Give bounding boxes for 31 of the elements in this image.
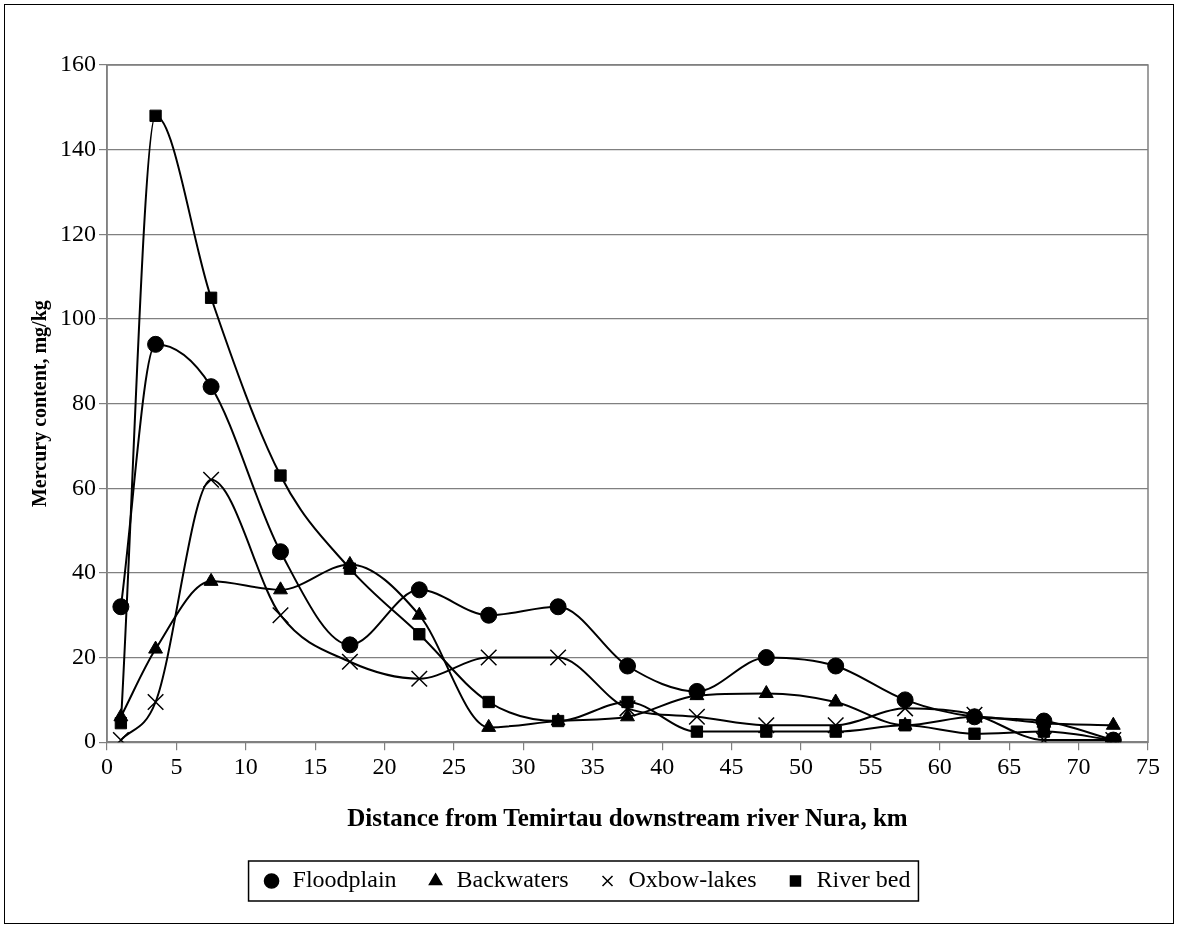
y-tick-label: 40 — [72, 558, 96, 585]
x-tick-label: 55 — [858, 752, 883, 779]
y-tick-label: 20 — [72, 642, 96, 669]
x-tick-label: 20 — [372, 752, 397, 779]
x-tick-label: 50 — [789, 752, 813, 779]
y-tick-label: 120 — [60, 219, 96, 246]
x-tick-label: 30 — [511, 752, 536, 779]
x-tick-label: 70 — [1066, 752, 1091, 779]
legend-label: River bed — [816, 866, 911, 893]
x-tick-label: 45 — [719, 752, 744, 779]
x-tick-label: 5 — [170, 752, 183, 779]
y-tick-label: 160 — [60, 50, 96, 77]
x-tick-label: 75 — [1136, 752, 1160, 779]
legend-label: Floodplain — [292, 866, 397, 893]
x-tick-label: 10 — [233, 752, 258, 779]
y-tick-label: 100 — [60, 304, 96, 331]
x-tick-label: 15 — [303, 752, 328, 779]
legend-label: Oxbow-lakes — [628, 866, 757, 893]
x-tick-label: 60 — [927, 752, 952, 779]
y-tick-label: 80 — [72, 388, 96, 415]
x-tick-label: 40 — [650, 752, 675, 779]
x-tick-label: 0 — [101, 752, 113, 779]
x-tick-label: 35 — [580, 752, 605, 779]
legend-label: Backwaters — [456, 866, 569, 893]
x-tick-label: 65 — [997, 752, 1022, 779]
y-axis-title: Mercury content, mg/kg — [28, 300, 52, 508]
y-tick-label: 140 — [60, 134, 96, 161]
x-tick-label: 25 — [442, 752, 466, 779]
y-tick-label: 0 — [84, 727, 96, 754]
x-axis-title: Distance from Temirtau downstream river Nura, km — [347, 804, 908, 832]
y-tick-label: 60 — [72, 473, 96, 500]
